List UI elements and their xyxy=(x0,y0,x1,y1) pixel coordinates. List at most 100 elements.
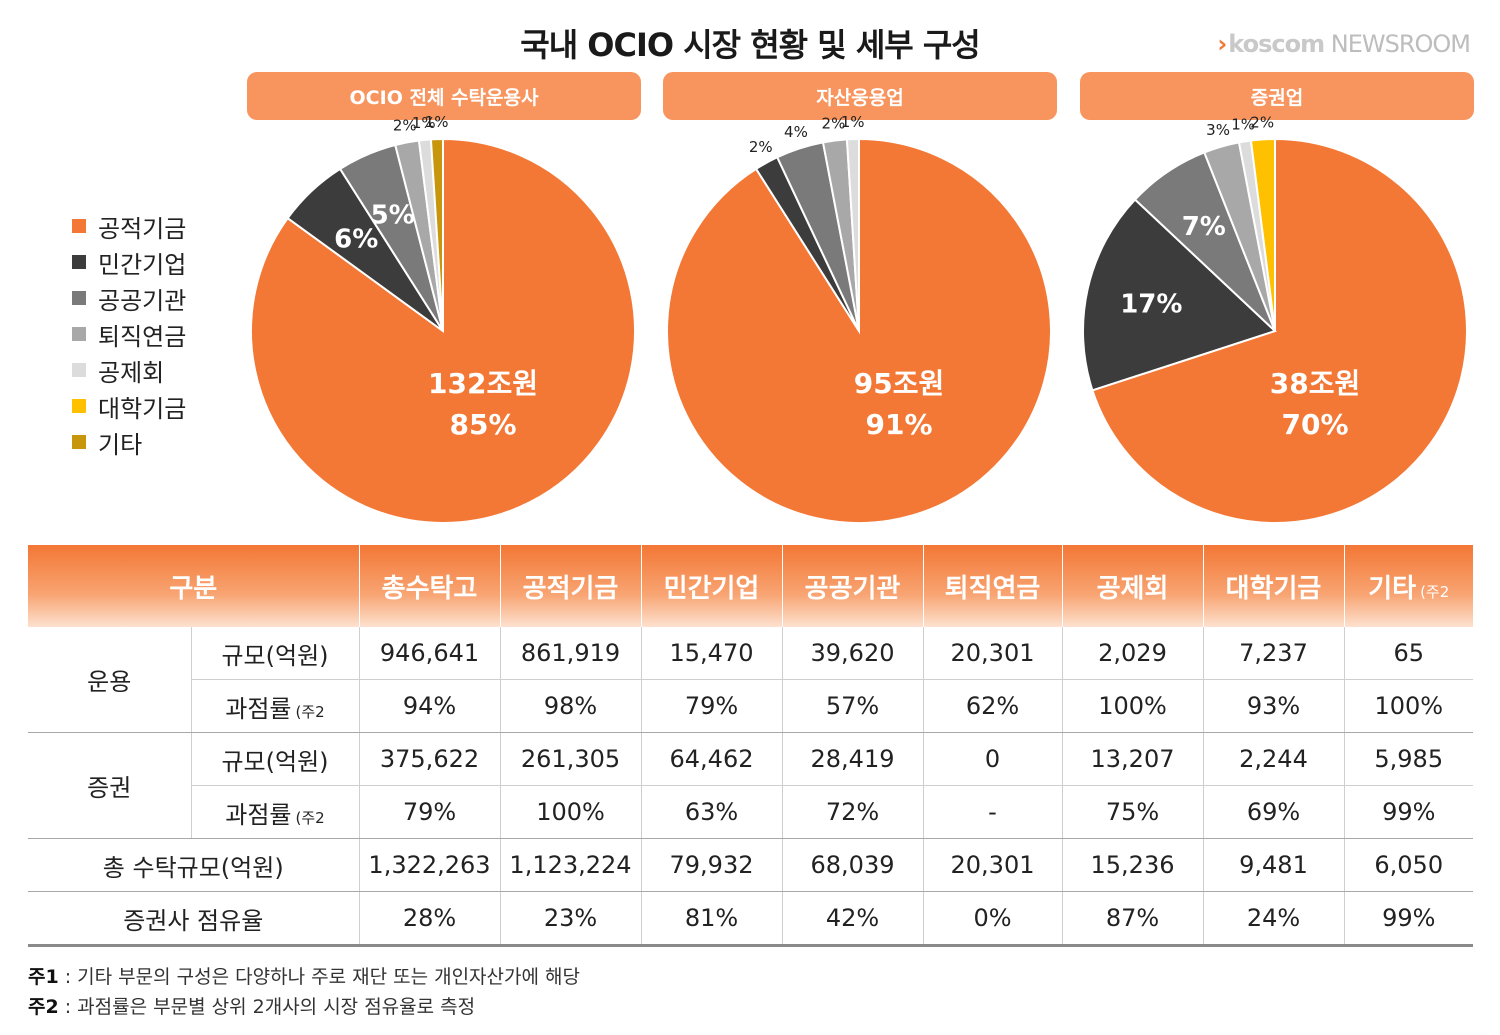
table-cell: 946,641 xyxy=(358,627,500,680)
legend-swatch xyxy=(72,291,86,305)
row-label: 과점률 (주2 xyxy=(190,679,359,733)
table-cell: 75% xyxy=(1061,785,1203,839)
table-cell: 87% xyxy=(1061,891,1203,947)
table-cell: 15,236 xyxy=(1061,838,1203,892)
legend-swatch xyxy=(72,219,86,233)
legend-swatch xyxy=(72,435,86,449)
table-cell: 861,919 xyxy=(499,627,641,680)
pie-title-securities: 증권업 xyxy=(1080,72,1474,120)
legend: 공적기금 민간기업 공공기관 퇴직연금 공제회 대학기금 기타 xyxy=(72,208,186,460)
header-pension: 퇴직연금 xyxy=(922,545,1062,627)
row-label: 총 수탁규모(억원) xyxy=(28,838,359,892)
legend-item: 공공기관 xyxy=(72,280,186,316)
row-label: 과점률 (주2 xyxy=(190,785,359,839)
table-cell: 20,301 xyxy=(922,627,1062,680)
table-cell: 100% xyxy=(499,785,641,839)
header-total: 총수탁고 xyxy=(358,545,500,627)
group-label: 증권 xyxy=(28,732,191,839)
legend-label: 공공기관 xyxy=(98,286,187,315)
table-cell: 57% xyxy=(781,679,923,733)
pie-slice-label: 2% xyxy=(393,117,417,135)
pie-title-asset-mgmt: 자산웅용업 xyxy=(663,72,1057,120)
table-cell: 79,932 xyxy=(640,838,782,892)
pie-slice-label: 6% xyxy=(334,225,378,255)
header-university: 대학기금 xyxy=(1202,545,1344,627)
table-cell: 94% xyxy=(358,679,500,733)
row-label: 증권사 점유율 xyxy=(28,891,359,947)
table-cell: 15,470 xyxy=(640,627,782,680)
table-cell: 6,050 xyxy=(1343,838,1473,892)
table-row: 운용 규모(억원) 946,641 861,919 15,470 39,620 20,301… xyxy=(28,627,1473,733)
table-cell: 13,207 xyxy=(1061,732,1203,786)
legend-item: 퇴직연금 xyxy=(72,316,186,352)
pie-slice-label: 70% xyxy=(1281,408,1348,441)
table-cell: 9,481 xyxy=(1202,838,1344,892)
legend-label: 대학기금 xyxy=(98,394,187,423)
table-cell: 79% xyxy=(640,679,782,733)
table-cell: 63% xyxy=(640,785,782,839)
pie-chart: 38조원 70% 17% 7% 3% 1%2% xyxy=(1082,113,1468,524)
table-cell: 1,123,224 xyxy=(499,838,641,892)
table-cell: 0% xyxy=(922,891,1062,947)
header-public-inst: 공공기관 xyxy=(781,545,923,627)
table-cell: 20,301 xyxy=(922,838,1062,892)
header-public-fund: 공적기금 xyxy=(499,545,641,627)
header-other: 기타 (주2 xyxy=(1343,545,1473,627)
table-cell: 39,620 xyxy=(781,627,923,680)
pie-slice xyxy=(429,137,444,332)
table-cell: 64,462 xyxy=(640,732,782,786)
table-cell: 7,237 xyxy=(1202,627,1344,680)
legend-label: 공적기금 xyxy=(98,214,187,243)
pie-slice-label: 4% xyxy=(784,123,808,141)
group-label: 운용 xyxy=(28,627,191,733)
pie-title-total: OCIO 전체 수탁운용사 xyxy=(247,72,641,120)
table-cell: 99% xyxy=(1343,785,1473,839)
row-label: 규모(억원) xyxy=(190,627,359,680)
page-title: 국내 OCIO 시장 현황 및 세부 구성 xyxy=(520,26,980,64)
pie-slice-label: 1% xyxy=(841,113,865,131)
table-cell: 98% xyxy=(499,679,641,733)
pie-center-label: 38조원 xyxy=(1270,367,1361,400)
table-cell: 100% xyxy=(1343,679,1473,733)
table-cell: 69% xyxy=(1202,785,1344,839)
legend-swatch xyxy=(72,399,86,413)
table-cell: 42% xyxy=(781,891,923,947)
table-row: 과점률 (주2 94% 98% 79% 57% 62% 100% 93% 100% xyxy=(28,679,1473,733)
table-cell: 23% xyxy=(499,891,641,947)
pie-slice xyxy=(1249,137,1276,332)
table-cell: 2,244 xyxy=(1202,732,1344,786)
pie-slice-label: 1% xyxy=(425,113,449,131)
summary-row: 증권사 점유율 28% 23% 81% 42% 0% 87% 24% 99% xyxy=(28,891,1473,947)
pie-slice xyxy=(1082,198,1277,392)
table-cell: 261,305 xyxy=(499,732,641,786)
table-cell: 28,419 xyxy=(781,732,923,786)
pie-slice-label: 3% xyxy=(1206,121,1230,139)
pie-slice-label: 2% xyxy=(749,138,773,156)
table-cell: 99% xyxy=(1343,891,1473,947)
table-cell: 65 xyxy=(1343,627,1473,680)
pie-slice-label: 1% xyxy=(1231,116,1255,134)
legend-item: 기타 xyxy=(72,424,186,460)
data-table: 구분 총수탁고 공적기금 민간기업 공공기관 퇴직연금 공제회 대학기금 기타(… xyxy=(28,545,1473,947)
table-cell: - xyxy=(922,785,1062,839)
pie-slice xyxy=(1091,137,1468,524)
table-cell: 100% xyxy=(1061,679,1203,733)
pie-center-label: 132조원 xyxy=(428,367,538,400)
table-cell: 62% xyxy=(922,679,1062,733)
legend-swatch xyxy=(72,327,86,341)
table-header-row: 구분 총수탁고 공적기금 민간기업 공공기관 퇴직연금 공제회 대학기금 기타(… xyxy=(28,545,1473,627)
table-row: 증권 규모(억원) 375,622 261,305 64,462 28,419 0 13,20… xyxy=(28,732,1473,839)
table-cell: 24% xyxy=(1202,891,1344,947)
legend-label: 기타 xyxy=(98,430,143,459)
legend-label: 퇴직연금 xyxy=(98,322,187,351)
legend-item: 민간기업 xyxy=(72,244,186,280)
legend-swatch xyxy=(72,363,86,377)
footnotes: 주1 : 기타 부문의 구성은 다양하나 주로 재단 또는 개인자산가에 해당 … xyxy=(28,962,580,1022)
table-row: 과점률 (주2 79% 100% 63% 72% -75% 69% 99% xyxy=(28,785,1473,839)
pie-slice-label: 2% xyxy=(1250,113,1274,131)
pie-slice-label: 7% xyxy=(1182,212,1226,242)
pie-slice-label: 85% xyxy=(449,408,516,441)
